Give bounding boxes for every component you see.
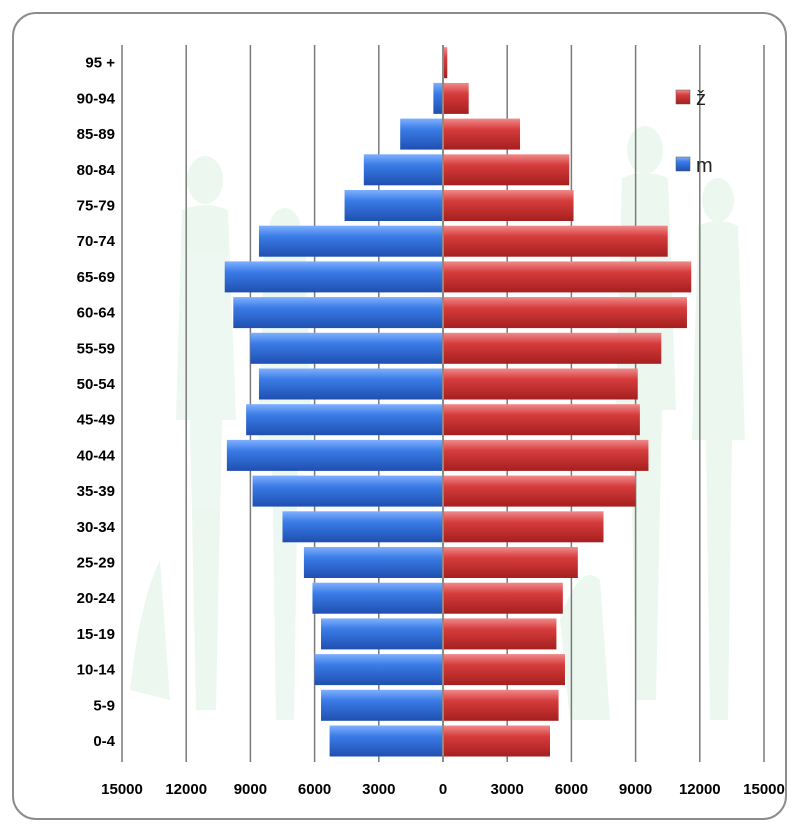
x-tick-label: 9000: [619, 781, 652, 798]
bar-z-50-54: [443, 368, 638, 400]
y-tick-label: 45-49: [77, 412, 115, 429]
bar-m-25-29: [303, 547, 443, 578]
y-tick-label: 30-34: [77, 519, 116, 536]
bar-z-10-14: [443, 654, 565, 686]
bar-m-90-94: [433, 82, 443, 114]
bar-z-65-69: [443, 261, 692, 293]
y-tick-label: 10-14: [77, 662, 116, 679]
y-tick-label: 35-39: [77, 483, 115, 500]
bar-m-55-59: [250, 332, 443, 364]
bar-m-30-34: [282, 511, 443, 543]
bar-z-25-29: [443, 547, 578, 578]
bar-m-40-44: [226, 439, 443, 471]
bar-z-0-4: [443, 725, 550, 757]
legend-label-z: ž: [696, 88, 706, 110]
legend-label-m: m: [696, 155, 713, 177]
x-tick-label: 3000: [362, 781, 395, 798]
y-tick-label: 60-64: [77, 305, 116, 322]
y-tick-label: 15-19: [77, 626, 115, 643]
bar-m-65-69: [224, 261, 443, 293]
legend-swatch-z: [675, 89, 691, 105]
bar-m-50-54: [258, 368, 443, 400]
y-tick-label: 0-4: [93, 733, 115, 750]
y-tick-label: 90-94: [77, 90, 116, 107]
bar-m-35-39: [252, 475, 443, 507]
bar-z-40-44: [443, 439, 649, 471]
bar-z-15-19: [443, 618, 557, 650]
x-axis-labels: 15000 12000 9000 6000 3000 0 3000 6000 9000 12000…: [101, 781, 785, 798]
y-tick-label: 95 +: [85, 55, 115, 72]
bar-z-30-34: [443, 511, 604, 543]
x-tick-label: 9000: [234, 781, 267, 798]
bar-m-45-49: [246, 404, 443, 436]
x-tick-label: 12000: [165, 781, 207, 798]
bar-m-70-74: [258, 225, 443, 257]
y-tick-label: 85-89: [77, 126, 115, 143]
x-tick-label: 6000: [555, 781, 588, 798]
y-tick-label: 75-79: [77, 198, 115, 215]
x-tick-label: 15000: [101, 781, 143, 798]
bar-m-85-89: [400, 118, 443, 150]
bar-z-60-64: [443, 297, 687, 329]
y-tick-label: 25-29: [77, 555, 115, 572]
bar-z-55-59: [443, 332, 662, 364]
y-tick-label: 50-54: [77, 376, 116, 393]
x-tick-label: 12000: [679, 781, 721, 798]
y-tick-label: 80-84: [77, 162, 116, 179]
bar-z-90-94: [443, 82, 469, 114]
bar-z-75-79: [443, 190, 574, 221]
bar-m-75-79: [344, 190, 443, 221]
y-axis-labels: 0-4 5-9 10-14 15-19 20-24 25-29 30-34 35-39 40-4…: [77, 55, 116, 750]
bar-z-70-74: [443, 225, 668, 257]
bar-m-80-84: [363, 154, 443, 186]
bar-m-15-19: [321, 618, 443, 650]
bars: [224, 45, 692, 762]
legend: žm: [675, 88, 713, 177]
x-tick-label: 0: [439, 781, 447, 798]
y-tick-label: 65-69: [77, 269, 115, 286]
bar-z-20-24: [443, 582, 563, 614]
legend-swatch-m: [675, 156, 691, 172]
y-tick-label: 55-59: [77, 340, 115, 357]
y-tick-label: 70-74: [77, 233, 116, 250]
x-tick-label: 15000: [743, 781, 785, 798]
bar-m-0-4: [329, 725, 443, 757]
bar-z-45-49: [443, 404, 640, 436]
x-tick-label: 6000: [298, 781, 331, 798]
x-tick-label: 3000: [491, 781, 524, 798]
bar-z-85-89: [443, 118, 521, 150]
bar-z-80-84: [443, 154, 570, 186]
bar-m-10-14: [314, 654, 443, 686]
bar-z-35-39: [443, 475, 636, 507]
y-tick-label: 5-9: [93, 697, 115, 714]
bar-m-20-24: [312, 582, 443, 614]
bar-m-60-64: [233, 297, 443, 329]
bar-z-5-9: [443, 689, 559, 721]
bar-z-95: [443, 47, 448, 79]
bar-m-5-9: [321, 689, 443, 721]
y-tick-label: 40-44: [77, 447, 116, 464]
y-tick-label: 20-24: [77, 590, 116, 607]
